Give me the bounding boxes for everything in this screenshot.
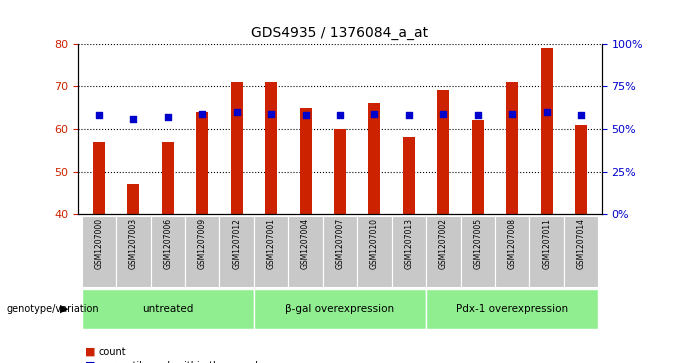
Point [438,111,449,117]
Text: untreated: untreated [142,303,193,314]
Text: Pdx-1 overexpression: Pdx-1 overexpression [456,303,568,314]
Text: count: count [99,347,126,357]
Bar [426,216,460,287]
Bar [162,142,174,214]
Bar [82,216,116,287]
Point [507,111,517,117]
Text: GSM1207014: GSM1207014 [577,218,585,269]
Bar [437,90,449,214]
Text: GSM1207006: GSM1207006 [163,218,172,269]
Text: GSM1207012: GSM1207012 [232,218,241,269]
Bar [127,184,139,214]
Point [576,112,587,118]
Point [128,116,139,122]
Text: ■: ■ [85,360,95,363]
Bar [460,216,495,287]
Bar [369,103,381,214]
Bar [93,142,105,214]
Point [300,112,311,118]
Bar [426,289,598,329]
Bar [150,216,185,287]
Point [335,112,345,118]
Bar [323,216,357,287]
Point [266,111,277,117]
Bar [288,216,323,287]
Bar [564,216,598,287]
Bar [495,216,530,287]
Bar [82,289,254,329]
Title: GDS4935 / 1376084_a_at: GDS4935 / 1376084_a_at [252,26,428,40]
Bar [334,129,346,214]
Point [231,109,242,115]
Text: genotype/variation: genotype/variation [7,303,99,314]
Bar [506,82,518,214]
Bar [392,216,426,287]
Bar [231,82,243,214]
Text: percentile rank within the sample: percentile rank within the sample [99,360,264,363]
Bar [116,216,150,287]
Text: GSM1207002: GSM1207002 [439,218,448,269]
Bar [472,120,483,214]
Text: GSM1207004: GSM1207004 [301,218,310,269]
Bar [254,289,426,329]
Bar [541,48,553,214]
Point [369,111,380,117]
Point [473,112,483,118]
Text: GSM1207011: GSM1207011 [542,218,551,269]
Bar [357,216,392,287]
Bar [265,82,277,214]
Text: GSM1207000: GSM1207000 [95,218,103,269]
Bar [575,125,587,214]
Text: β-gal overexpression: β-gal overexpression [286,303,394,314]
Text: ▶: ▶ [61,303,69,314]
Bar [185,216,220,287]
Point [93,112,104,118]
Point [197,111,207,117]
Text: GSM1207003: GSM1207003 [129,218,138,269]
Point [403,112,414,118]
Point [163,114,173,120]
Point [541,109,552,115]
Bar [299,107,311,214]
Text: GSM1207008: GSM1207008 [508,218,517,269]
Bar [530,216,564,287]
Text: GSM1207007: GSM1207007 [335,218,345,269]
Text: GSM1207013: GSM1207013 [405,218,413,269]
Bar [254,216,288,287]
Bar [197,112,208,214]
Text: GSM1207009: GSM1207009 [198,218,207,269]
Bar [403,137,415,214]
Text: ■: ■ [85,347,95,357]
Text: GSM1207005: GSM1207005 [473,218,482,269]
Text: GSM1207010: GSM1207010 [370,218,379,269]
Bar [220,216,254,287]
Text: GSM1207001: GSM1207001 [267,218,275,269]
